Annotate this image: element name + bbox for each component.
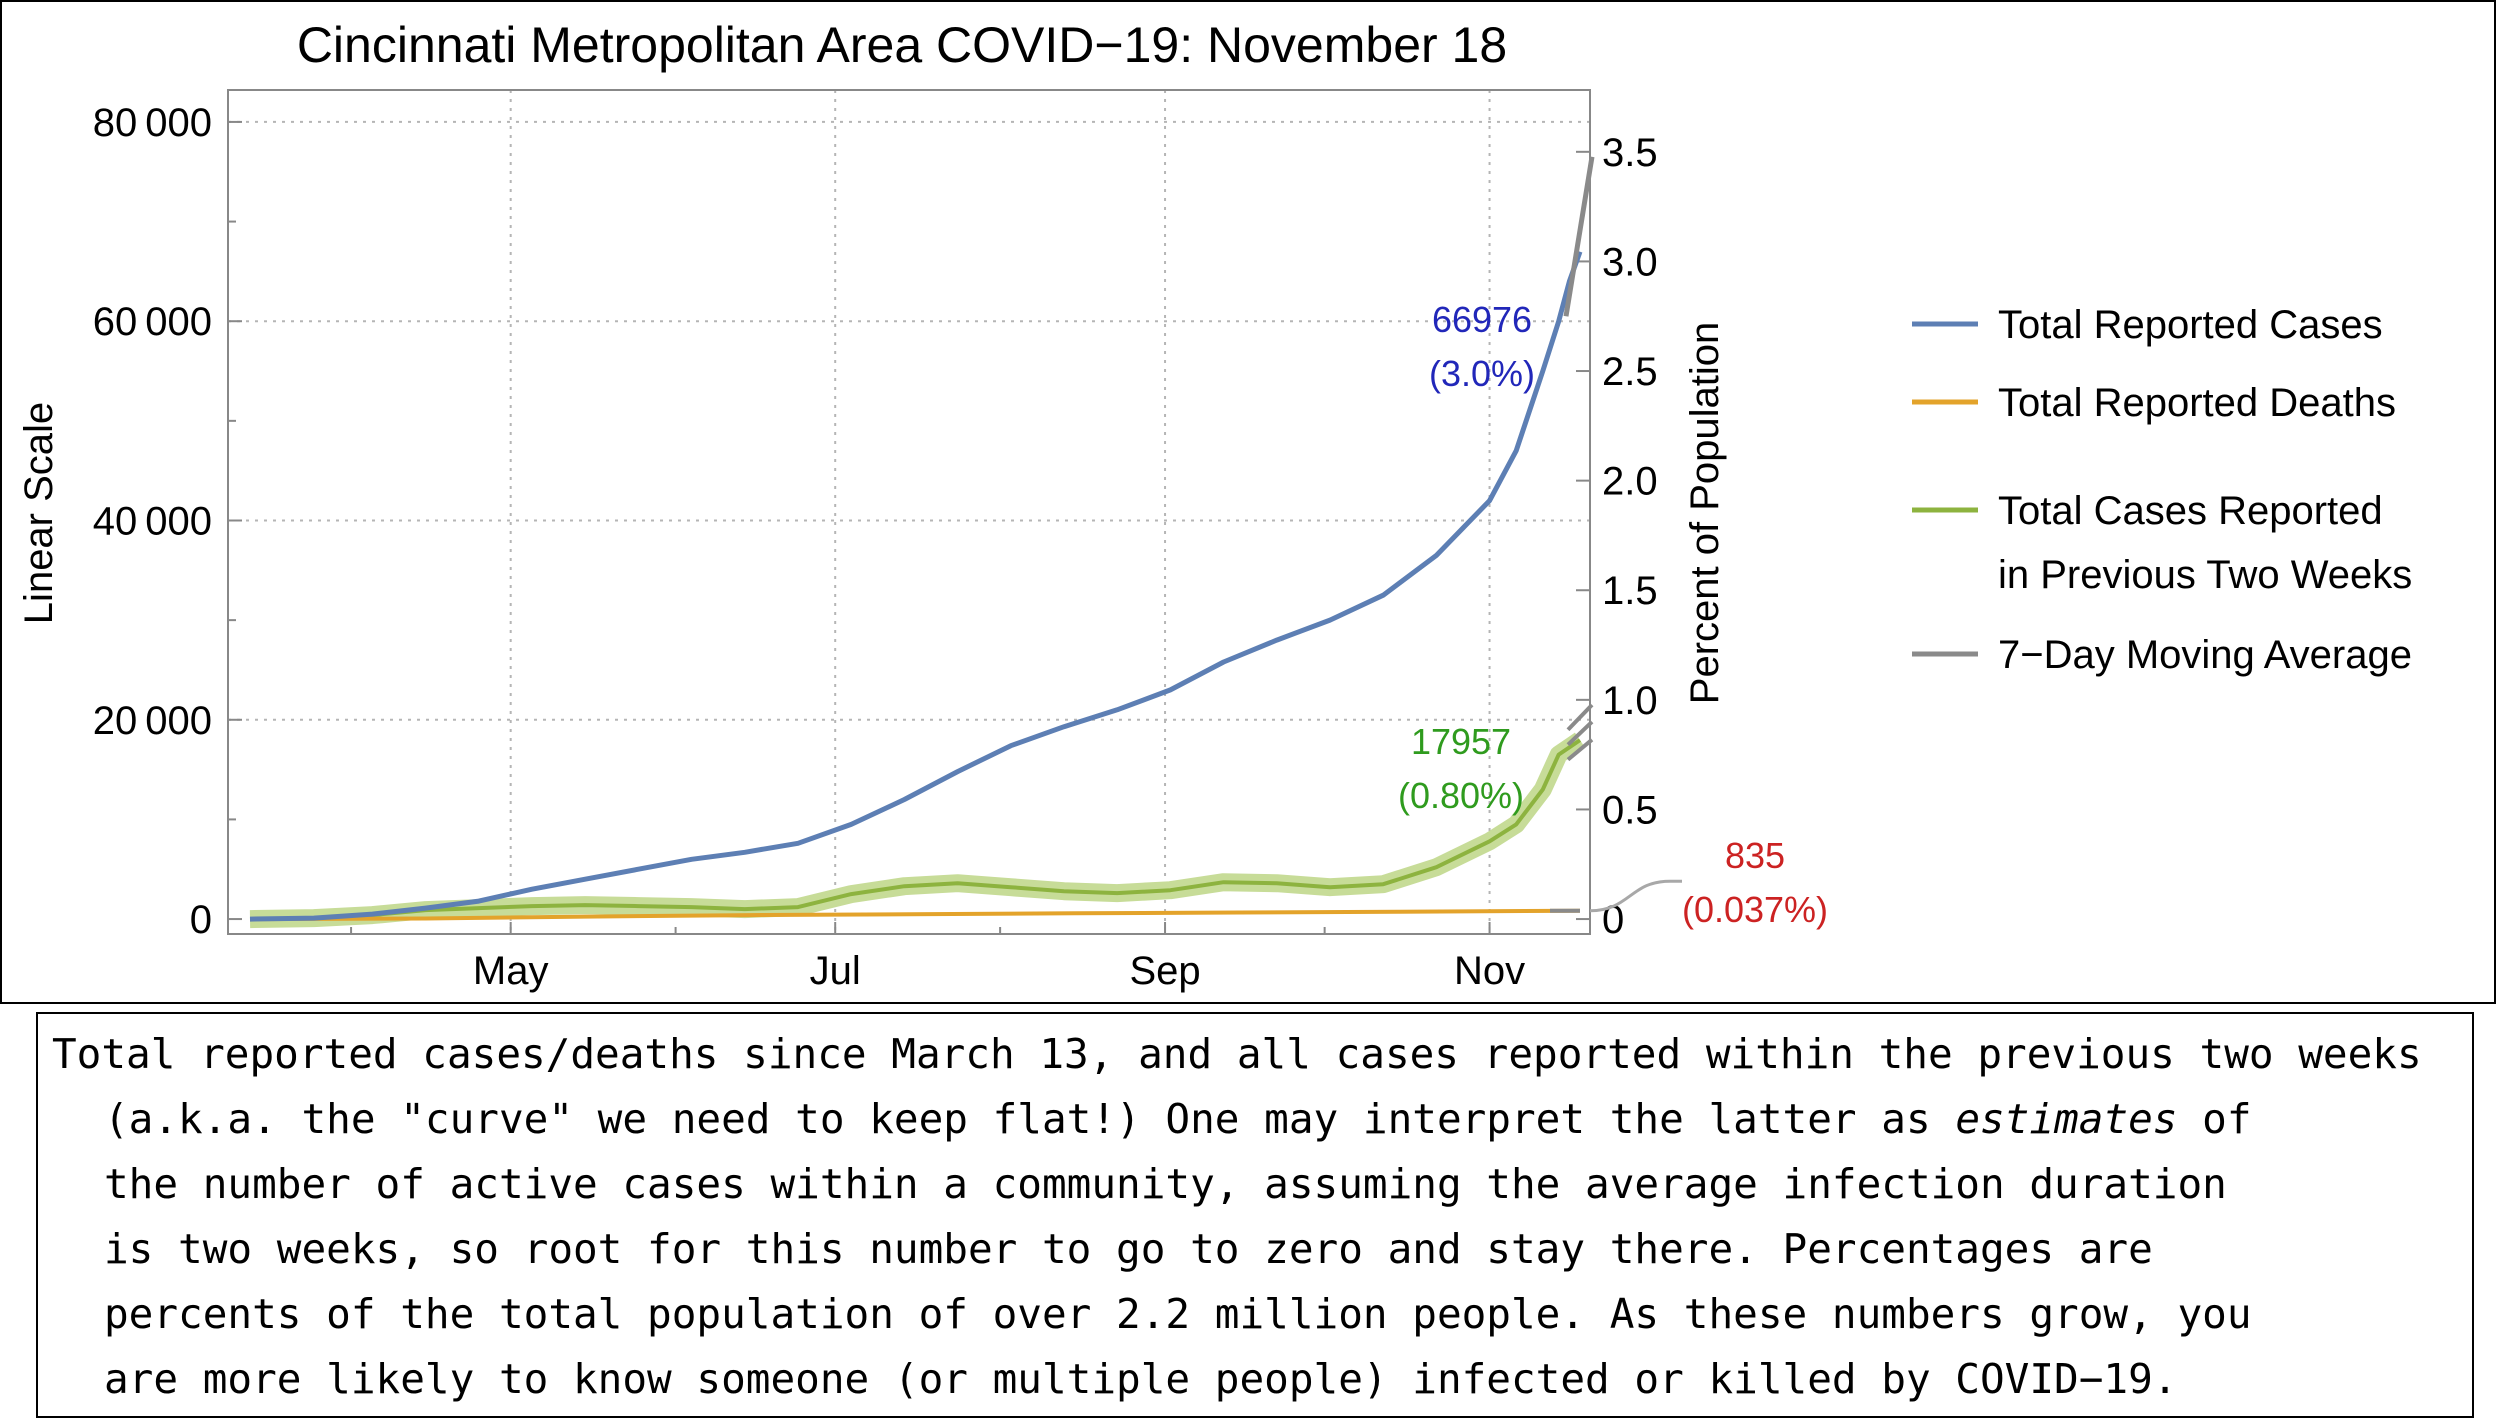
caption-line-2b: of — [2177, 1095, 2252, 1143]
plot-axes: May Jul Sep Nov 0 20 000 40 000 60 000 80 000 0 0.… — [93, 89, 1658, 993]
active-moving-average — [1566, 720, 1594, 747]
legend-label: Total Reported Deaths — [1998, 381, 2396, 425]
y2-axis-label: Percent of Population — [1683, 322, 1727, 704]
cases-annotation-value: 66976 — [1432, 299, 1532, 340]
caption-line-2: (a.k.a. the "curve" we need to keep flat… — [104, 1095, 2252, 1143]
cases-annotation-percent: (3.0%) — [1429, 353, 1535, 394]
caption-box: Total reported cases/deaths since March … — [36, 1012, 2474, 1418]
x-tick-label: May — [473, 949, 549, 993]
active-cases-band — [249, 732, 1586, 929]
plot-frame — [227, 89, 1591, 935]
deaths-line — [249, 908, 1581, 922]
chart-svg: Cincinnati Metropolitan Area COVID−19: N… — [17, 17, 2412, 993]
active-cases-line — [249, 738, 1582, 922]
series-layer — [249, 156, 1682, 929]
active-annotation-percent: (0.80%) — [1398, 775, 1524, 816]
x-tick-label: Nov — [1454, 949, 1525, 993]
legend-label: Total Reported Cases — [1998, 303, 2383, 347]
y2-tick-label: 2.5 — [1602, 350, 1658, 394]
caption-line-3: the number of active cases within a comm… — [104, 1160, 2227, 1208]
annotations: 66976 (3.0%) 17957 (0.80%) 835 (0.037%) — [1398, 299, 1828, 930]
active-annotation-value: 17957 — [1411, 721, 1511, 762]
y-tick-label: 40 000 — [93, 499, 212, 543]
y-tick-label: 0 — [190, 898, 212, 942]
y-tick-label: 80 000 — [93, 101, 212, 145]
y2-tick-label: 1.0 — [1602, 679, 1658, 723]
caption-line-4: is two weeks, so root for this number to… — [104, 1225, 2153, 1273]
cases-moving-average — [1563, 156, 1595, 317]
y2-tick-label: 3.5 — [1602, 131, 1658, 175]
caption-line-1: Total reported cases/deaths since March … — [52, 1030, 2422, 1078]
active-moving-average — [1566, 738, 1594, 762]
y2-tick-label: 3.0 — [1602, 240, 1658, 284]
caption-line-2a: (a.k.a. the "curve" we need to keep flat… — [104, 1095, 1956, 1143]
cases-line — [249, 250, 1583, 922]
caption-emphasis: estimates — [1955, 1095, 2178, 1143]
grid-lines — [228, 90, 1590, 934]
deaths-annotation-value: 835 — [1725, 835, 1785, 876]
legend-label: 7−Day Moving Average — [1998, 633, 2412, 677]
y2-tick-label: 0 — [1602, 898, 1624, 942]
y2-tick-label: 2.0 — [1602, 460, 1658, 504]
chart-frame: Cincinnati Metropolitan Area COVID−19: N… — [0, 0, 2496, 1004]
caption-line-6: are more likely to know someone (or mult… — [104, 1355, 2178, 1403]
y-tick-label: 60 000 — [93, 300, 212, 344]
chart-title: Cincinnati Metropolitan Area COVID−19: N… — [297, 17, 1507, 73]
legend-label: in Previous Two Weeks — [1998, 553, 2412, 597]
legend: Total Reported Cases Total Reported Death… — [1912, 303, 2412, 677]
y2-tick-label: 0.5 — [1602, 788, 1658, 832]
legend-label: Total Cases Reported — [1998, 489, 2383, 533]
active-moving-average — [1566, 703, 1594, 732]
deaths-annotation-percent: (0.037%) — [1682, 889, 1828, 930]
y2-tick-label: 1.5 — [1602, 569, 1658, 613]
x-tick-label: Sep — [1129, 949, 1200, 993]
deaths-callout-connector — [1589, 879, 1682, 913]
y-axis-label: Linear Scale — [17, 402, 61, 624]
caption-line-5: percents of the total population of over… — [104, 1290, 2252, 1338]
x-tick-label: Jul — [810, 949, 861, 993]
y-tick-label: 20 000 — [93, 699, 212, 743]
